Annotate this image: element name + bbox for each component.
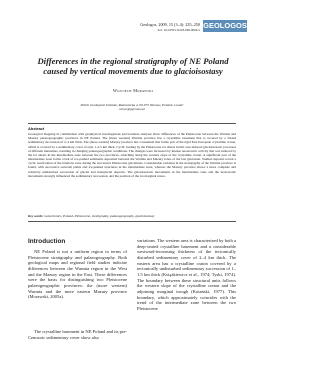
- keywords-text: neotectonics, Poland, Pleistocene, strat…: [44, 214, 155, 218]
- body-right: variations. The western area is characte…: [137, 238, 236, 312]
- keywords: Key words: neotectonics, Poland, Pleisto…: [28, 214, 236, 218]
- body-left: NE Poland is not a uniform region in ter…: [28, 249, 127, 300]
- abstract-heading: Abstract: [28, 126, 45, 131]
- section-heading: Introduction: [28, 238, 66, 245]
- doi: doi: 10.2478/v10118-009-0006-x: [157, 28, 200, 32]
- rule: [28, 221, 236, 222]
- logo: GEOLOGOS: [203, 20, 247, 32]
- abstract-text: Geological mapping in combination with g…: [28, 132, 236, 178]
- journal: Geologos, 2009, 15 (3–4): 235–250: [140, 22, 200, 27]
- author: Wojciech Morawski: [112, 88, 154, 93]
- rule: [28, 123, 236, 124]
- keywords-label: Key words:: [28, 214, 44, 218]
- body-left-2: The crystalline basement in NE Poland an…: [28, 329, 127, 340]
- title: Differences in the regional stratigraphy…: [37, 56, 229, 77]
- affiliation: Polish Geological Institute, Rakowiecka …: [80, 103, 184, 112]
- page: Geologos, 2009, 15 (3–4): 235–250 doi: 1…: [28, 20, 247, 340]
